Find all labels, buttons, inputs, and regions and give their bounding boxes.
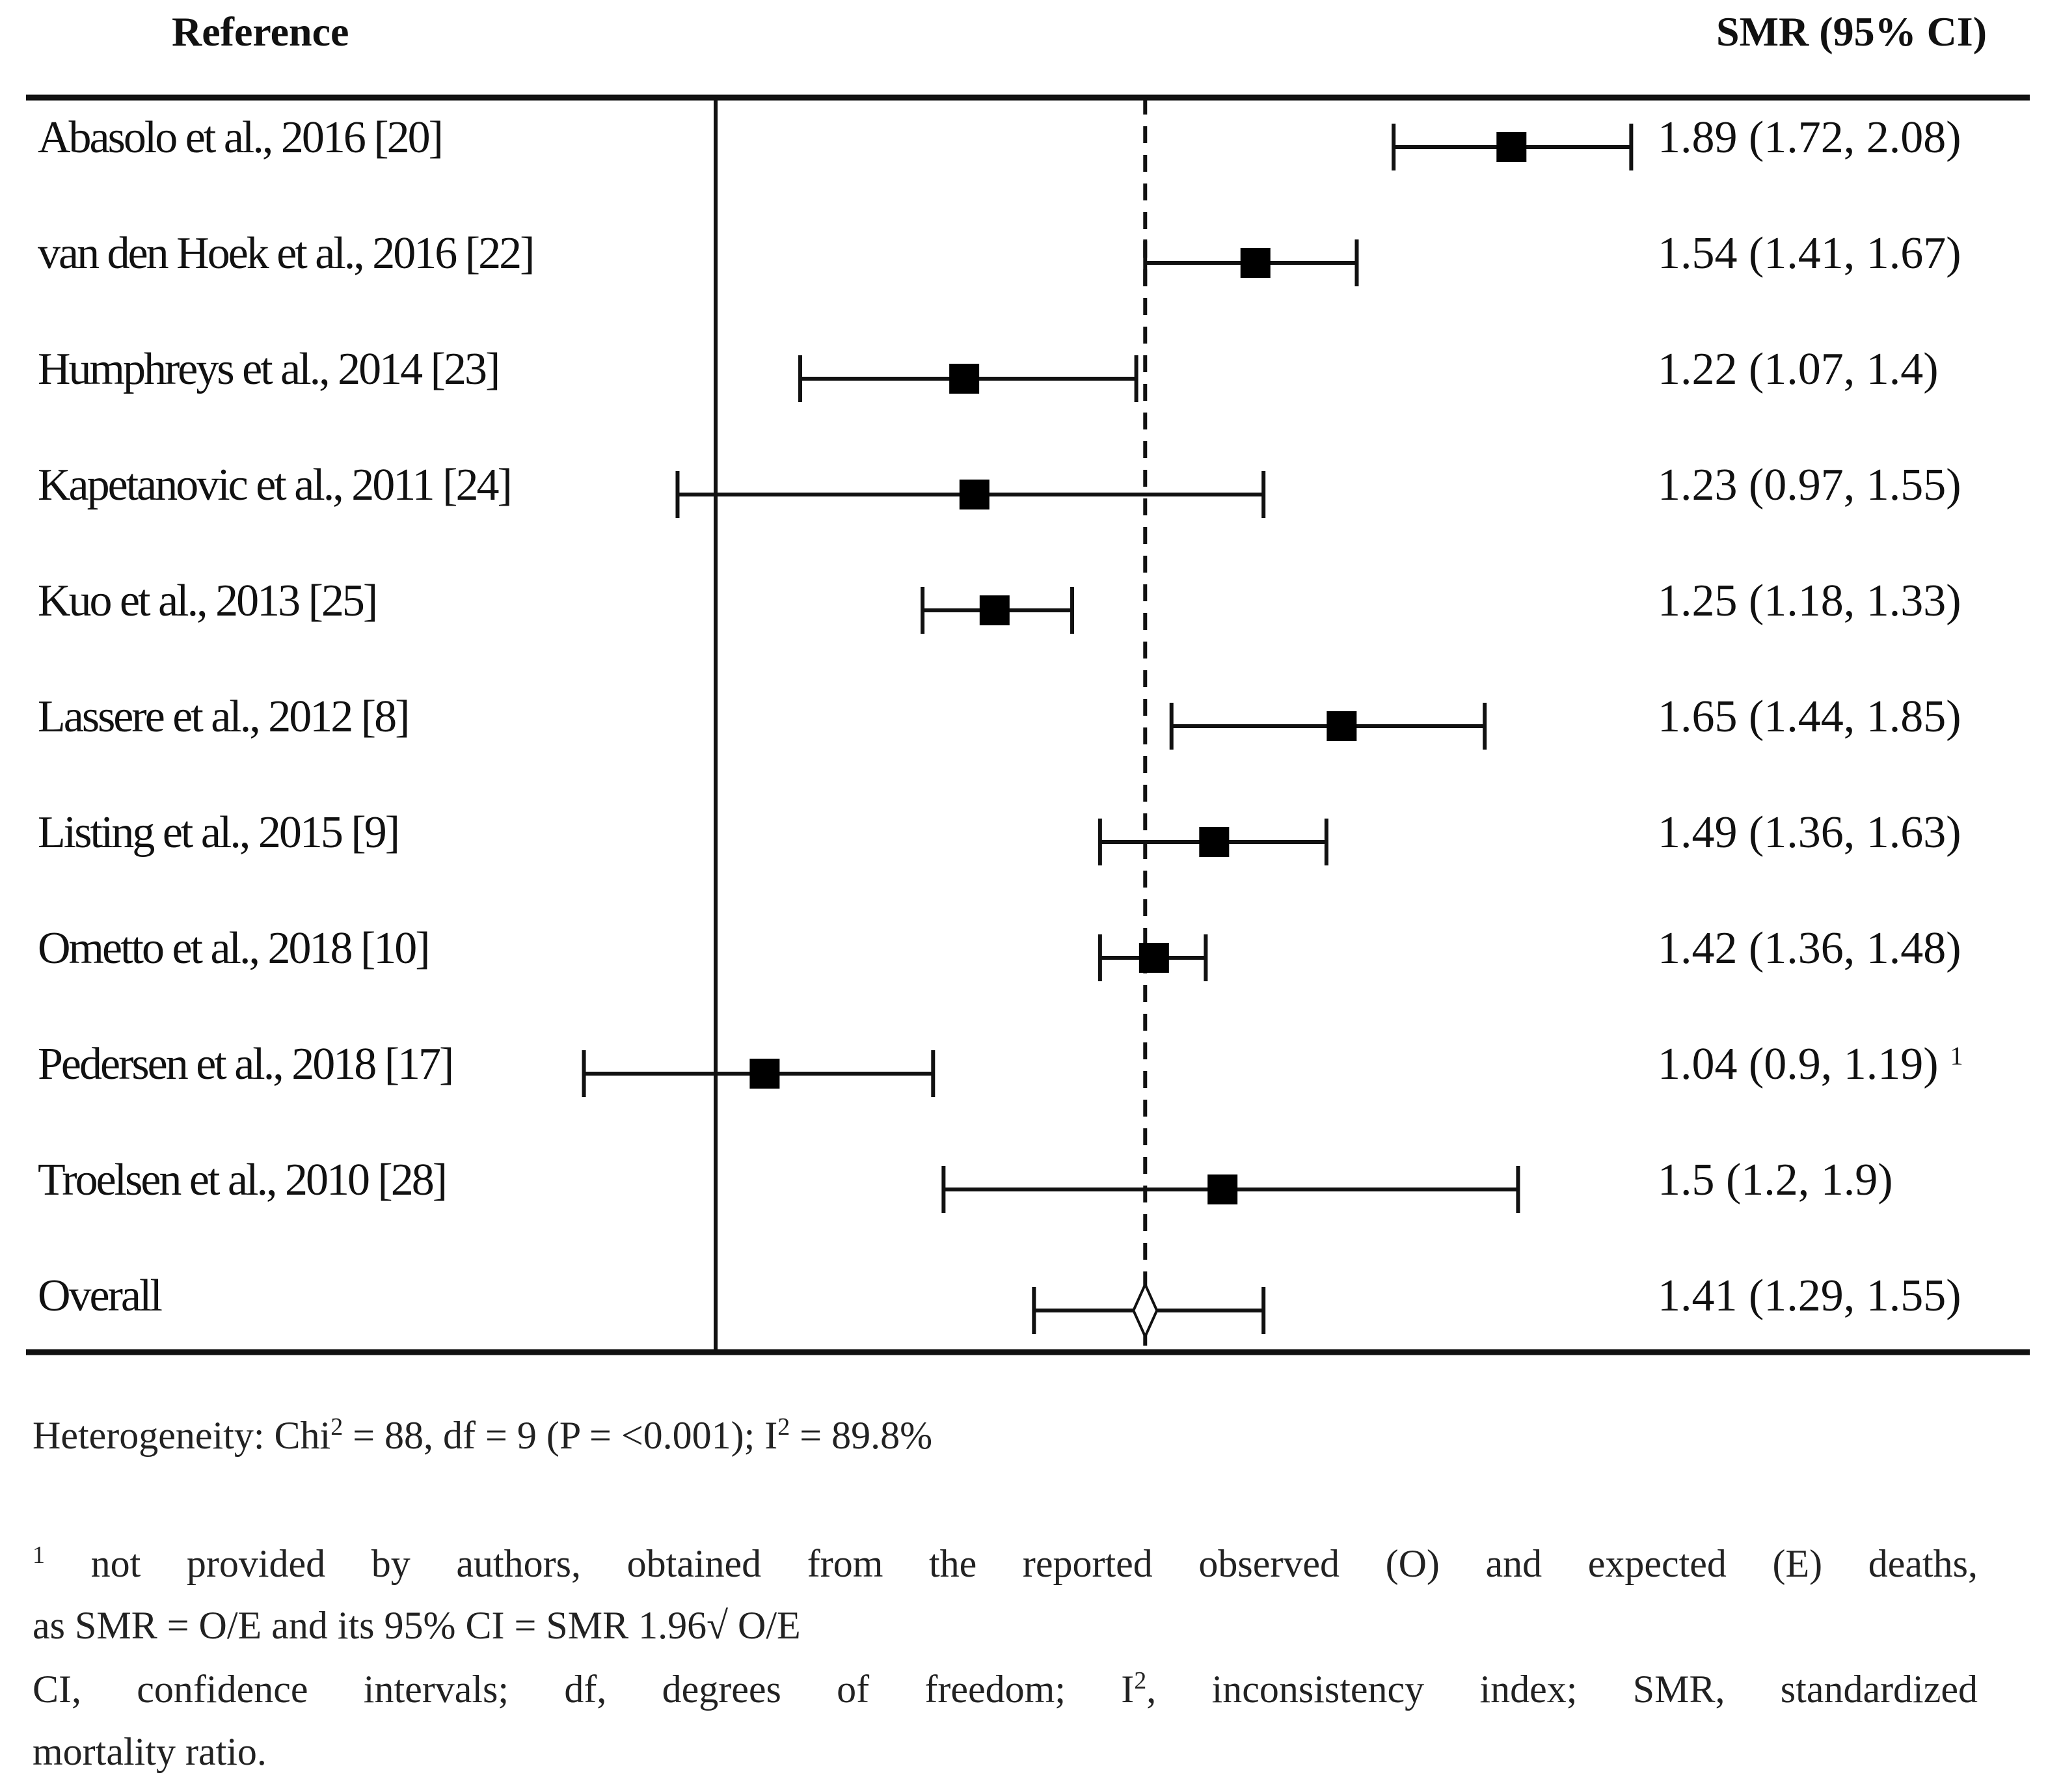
study-label: Ometto et al., 2018 [10] bbox=[38, 923, 429, 973]
heterogeneity-mid: = 88, df = 9 (P = <0.001); I bbox=[343, 1414, 778, 1457]
study-label: Kapetanovic et al., 2011 [24] bbox=[38, 460, 511, 510]
abbreviations-text-2: , inconsistency index; SMR, standardized bbox=[1146, 1668, 1978, 1711]
smr-estimate-text: 1.04 (0.9, 1.19) 1 bbox=[1658, 1039, 1963, 1089]
overall-label: Overall bbox=[38, 1271, 162, 1321]
i-superscript: 2 bbox=[777, 1413, 790, 1441]
smr-estimate-text: 1.25 (1.18, 1.33) bbox=[1658, 576, 1961, 626]
overall-diamond bbox=[1132, 1281, 1159, 1340]
smr-estimate-text: 1.23 (0.97, 1.55) bbox=[1658, 460, 1961, 510]
smr-estimate-text: 1.89 (1.72, 2.08) bbox=[1658, 113, 1961, 163]
point-estimate-square bbox=[1496, 132, 1527, 162]
study-label: Troelsen et al., 2010 [28] bbox=[38, 1155, 446, 1205]
smr-estimate-text: 1.42 (1.36, 1.48) bbox=[1658, 923, 1961, 973]
study-label: Kuo et al., 2013 [25] bbox=[38, 576, 376, 626]
study-label: Abasolo et al., 2016 [20] bbox=[38, 113, 442, 163]
point-estimate-square bbox=[949, 364, 980, 394]
point-estimate-square bbox=[749, 1059, 780, 1089]
study-label: Lassere et al., 2012 [8] bbox=[38, 692, 408, 742]
footnote-reference: 1 bbox=[1950, 1041, 1963, 1070]
footnote-text-1: not provided by authors, obtained from t… bbox=[45, 1542, 1978, 1585]
overall-estimate-text: 1.41 (1.29, 1.55) bbox=[1658, 1271, 1961, 1321]
heterogeneity-prefix: Heterogeneity: Chi bbox=[33, 1414, 331, 1457]
forest-plot: Reference SMR (95% CI) Abasolo et al., 2… bbox=[26, 8, 2030, 1355]
point-estimate-square bbox=[979, 595, 1010, 625]
smr-estimate-text: 1.5 (1.2, 1.9) bbox=[1658, 1155, 1893, 1205]
study-label: Humphreys et al., 2014 [23] bbox=[38, 344, 498, 394]
smr-estimate-text: 1.22 (1.07, 1.4) bbox=[1658, 344, 1939, 394]
reference-header: Reference bbox=[172, 8, 349, 55]
abbreviations-line-1: CI, confidence intervals; df, degrees of… bbox=[33, 1658, 1978, 1720]
smr-estimate-text: 1.54 (1.41, 1.67) bbox=[1658, 228, 1961, 278]
point-estimate-square bbox=[1199, 827, 1230, 857]
point-estimate-square bbox=[1240, 248, 1271, 278]
point-estimate-square bbox=[1327, 711, 1357, 741]
point-estimate-square bbox=[1207, 1174, 1238, 1204]
abbreviations-text-1: CI, confidence intervals; df, degrees of… bbox=[33, 1668, 1135, 1711]
point-estimate-square bbox=[959, 480, 990, 509]
study-label: Listing et al., 2015 [9] bbox=[38, 808, 398, 858]
footnote-marker: 1 bbox=[33, 1541, 45, 1569]
study-label: Pedersen et al., 2018 [17] bbox=[38, 1039, 452, 1089]
abbreviations-text-3: mortality ratio. bbox=[33, 1730, 267, 1773]
point-estimate-square bbox=[1138, 943, 1169, 973]
smr-estimate-text: 1.65 (1.44, 1.85) bbox=[1658, 692, 1961, 742]
chi-superscript: 2 bbox=[330, 1413, 344, 1441]
smr-header: SMR (95% CI) bbox=[1716, 8, 1987, 55]
heterogeneity-text: Heterogeneity: Chi2 = 88, df = 9 (P = <0… bbox=[33, 1404, 1978, 1467]
abbreviations-superscript: 2 bbox=[1134, 1667, 1147, 1694]
footnote-text-2: as SMR = O/E and its 95% CI = SMR 1.96√ … bbox=[33, 1604, 801, 1647]
footnote-line-1: 1 not provided by authors, obtained from… bbox=[33, 1532, 1978, 1595]
heterogeneity-suffix: = 89.8% bbox=[790, 1414, 933, 1457]
study-label: van den Hoek et al., 2016 [22] bbox=[38, 228, 533, 278]
abbreviations-line-2: mortality ratio. bbox=[33, 1720, 1978, 1783]
footnote-line-2: as SMR = O/E and its 95% CI = SMR 1.96√ … bbox=[33, 1594, 1978, 1657]
smr-estimate-text: 1.49 (1.36, 1.63) bbox=[1658, 808, 1961, 858]
